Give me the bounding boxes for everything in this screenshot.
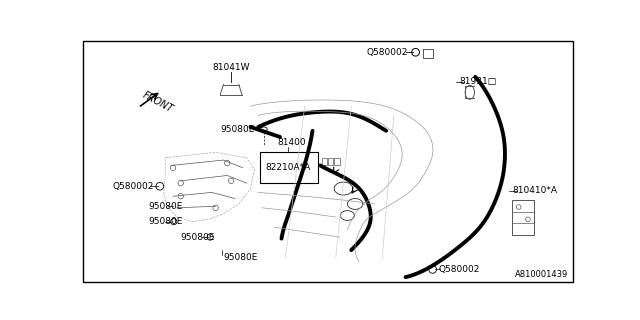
Text: 95080E: 95080E [180, 233, 215, 242]
Text: Q580002: Q580002 [438, 265, 479, 274]
Text: 95080E: 95080E [223, 253, 258, 262]
Bar [334, 158, 340, 165]
Text: 810410*A: 810410*A [513, 186, 557, 195]
Bar [322, 158, 327, 165]
Text: 82210A*A: 82210A*A [266, 163, 311, 172]
Bar [260, 152, 318, 183]
Text: Q580002: Q580002 [367, 48, 408, 57]
Text: 81041W: 81041W [212, 63, 250, 72]
Text: 95080E: 95080E [220, 125, 254, 134]
Bar [513, 200, 534, 235]
Bar [328, 158, 333, 165]
Text: 95080E: 95080E [148, 202, 182, 211]
Text: 95080E: 95080E [148, 217, 182, 226]
Text: A810001439: A810001439 [515, 270, 568, 279]
Text: Q580002: Q580002 [113, 182, 154, 191]
Text: 81400: 81400 [278, 138, 307, 147]
Text: 81931□: 81931□ [460, 77, 497, 86]
Text: FRONT: FRONT [140, 90, 175, 115]
